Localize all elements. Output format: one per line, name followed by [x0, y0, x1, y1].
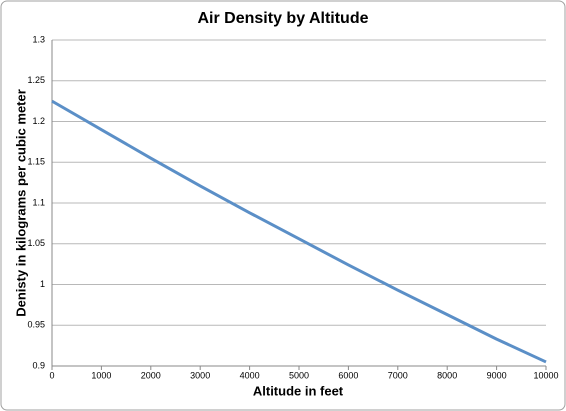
- chart-title: Air Density by Altitude: [198, 10, 369, 27]
- y-tick-label: 0.95: [27, 320, 45, 330]
- y-tick-label: 0.9: [32, 360, 45, 370]
- x-tick-label: 8000: [437, 370, 457, 380]
- y-tick-label: 1.1: [32, 197, 45, 207]
- y-tick-label: 1.25: [27, 75, 45, 85]
- y-axis-label: Denisty in kilograms per cubic meter: [13, 89, 28, 317]
- x-tick-label: 0: [49, 370, 54, 380]
- x-tick-label: 7000: [388, 370, 408, 380]
- y-tick-label: 1.05: [27, 238, 45, 248]
- x-tick-label: 5000: [289, 370, 309, 380]
- y-tick-label: 1.2: [32, 116, 45, 126]
- y-tick-label: 1.15: [27, 157, 45, 167]
- y-tick-label: 1.3: [32, 34, 45, 44]
- y-tick-label: 1: [40, 279, 45, 289]
- x-tick-label: 4000: [240, 370, 260, 380]
- x-axis-label: Altitude in feet: [253, 383, 344, 398]
- x-tick-label: 9000: [487, 370, 507, 380]
- x-tick-label: 3000: [190, 370, 210, 380]
- x-tick-label: 10000: [533, 370, 558, 380]
- x-tick-label: 1000: [91, 370, 111, 380]
- x-tick-label: 2000: [141, 370, 161, 380]
- data-line: [51, 99, 547, 364]
- x-tick-label: 6000: [338, 370, 358, 380]
